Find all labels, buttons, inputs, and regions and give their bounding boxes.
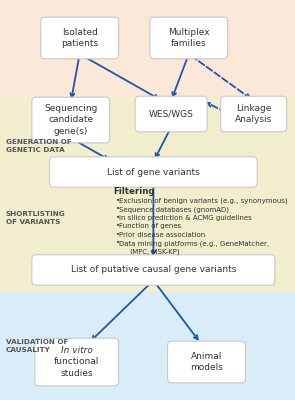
Text: List of putative causal gene variants: List of putative causal gene variants <box>71 266 236 274</box>
Text: Isolated
patients: Isolated patients <box>61 28 98 48</box>
Text: Prior disease association: Prior disease association <box>119 232 206 238</box>
Text: •: • <box>116 198 120 204</box>
Text: List of gene variants: List of gene variants <box>107 168 200 176</box>
FancyBboxPatch shape <box>32 97 110 143</box>
FancyBboxPatch shape <box>32 255 275 285</box>
Text: Data mining platforms (e.g., GeneMatcher,: Data mining platforms (e.g., GeneMatcher… <box>119 240 270 246</box>
Text: GENERATION OF
GENETIC DATA: GENERATION OF GENETIC DATA <box>6 139 72 153</box>
Text: SHORTLISTING
OF VARIANTS: SHORTLISTING OF VARIANTS <box>6 211 66 225</box>
FancyBboxPatch shape <box>135 96 207 132</box>
Text: Sequence databases (gnomAD): Sequence databases (gnomAD) <box>119 206 230 213</box>
Text: •: • <box>116 232 120 238</box>
Bar <box>0 0 295 96</box>
Text: VALIDATION OF
CAUSALITY: VALIDATION OF CAUSALITY <box>6 339 68 353</box>
FancyBboxPatch shape <box>221 96 287 132</box>
Text: Linkage
Analysis: Linkage Analysis <box>235 104 272 124</box>
Text: •: • <box>116 240 120 246</box>
Text: •: • <box>116 215 120 221</box>
Text: Animal
models: Animal models <box>190 352 223 372</box>
FancyBboxPatch shape <box>168 341 245 383</box>
Text: In vitro: In vitro <box>61 346 93 355</box>
Text: •: • <box>116 206 120 212</box>
Text: IMPC, MSK-KP): IMPC, MSK-KP) <box>119 248 180 255</box>
Bar <box>0 96 295 292</box>
FancyBboxPatch shape <box>35 338 119 386</box>
Text: WES/WGS: WES/WGS <box>149 110 194 118</box>
Text: functional: functional <box>54 358 99 366</box>
FancyBboxPatch shape <box>50 157 257 187</box>
Text: studies: studies <box>60 369 93 378</box>
Bar <box>0 292 295 400</box>
Text: •: • <box>116 223 120 229</box>
Text: In silico prediction & ACMG guidelines: In silico prediction & ACMG guidelines <box>119 215 252 221</box>
Text: Exclusion of benign variants (e.g., synonymous): Exclusion of benign variants (e.g., syno… <box>119 198 288 204</box>
Text: Sequencing
candidate
gene(s): Sequencing candidate gene(s) <box>44 104 97 136</box>
FancyBboxPatch shape <box>41 17 119 59</box>
Text: Function of genes: Function of genes <box>119 223 182 229</box>
FancyBboxPatch shape <box>150 17 228 59</box>
Text: Filtering: Filtering <box>114 187 155 196</box>
Text: Multiplex
families: Multiplex families <box>168 28 210 48</box>
